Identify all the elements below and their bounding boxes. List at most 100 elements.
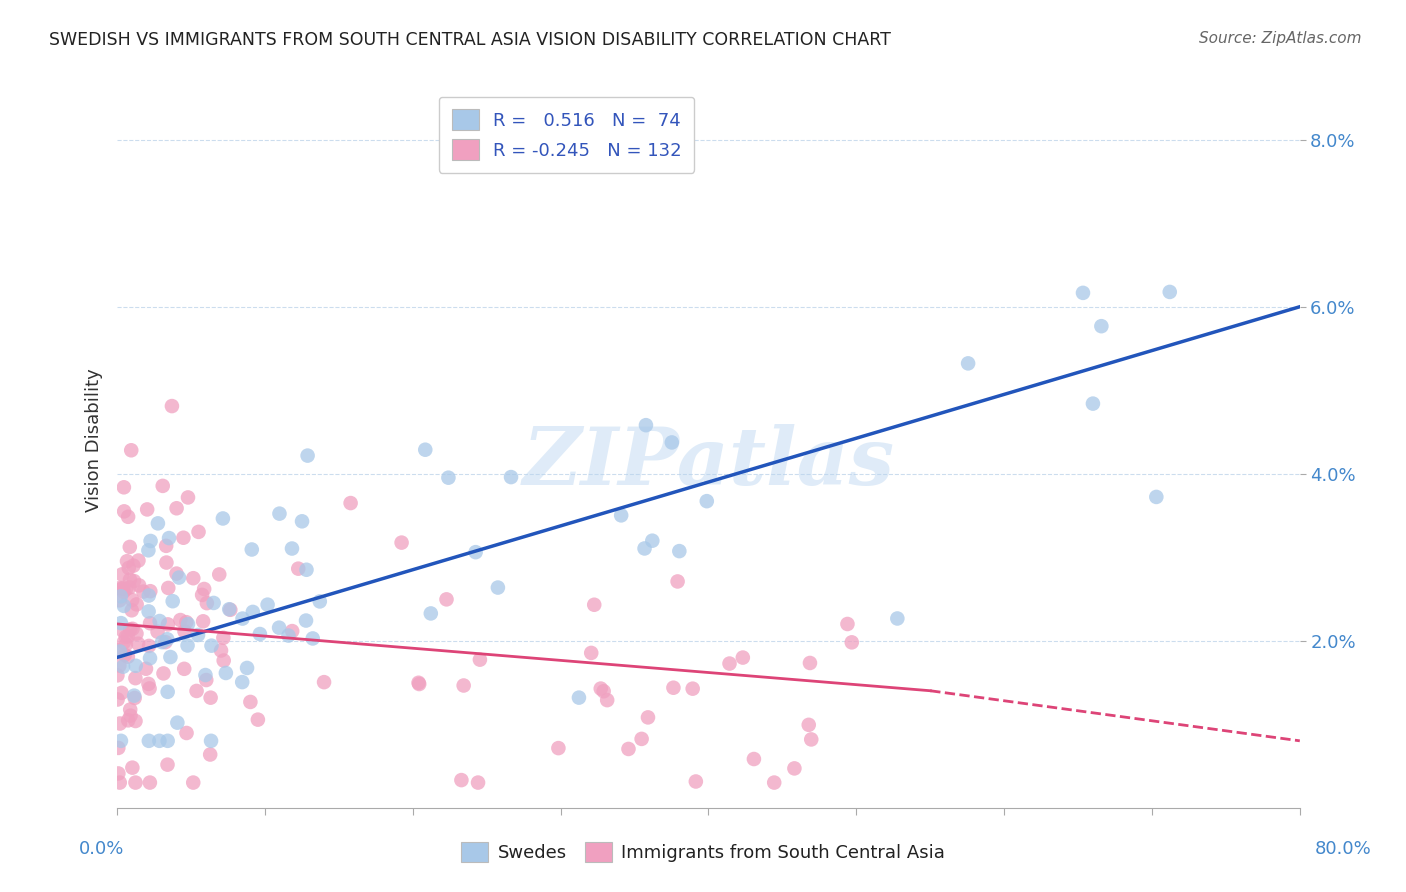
Point bbox=[122, 689, 145, 703]
Point bbox=[160, 399, 183, 413]
Point bbox=[195, 673, 218, 687]
Point bbox=[115, 554, 138, 568]
Point bbox=[121, 761, 143, 775]
Point bbox=[138, 681, 160, 696]
Point bbox=[249, 627, 271, 641]
Point bbox=[202, 596, 225, 610]
Point bbox=[212, 654, 235, 668]
Point bbox=[287, 562, 309, 576]
Point bbox=[453, 678, 475, 692]
Point bbox=[125, 658, 148, 673]
Point bbox=[297, 449, 319, 463]
Point bbox=[886, 611, 908, 625]
Point bbox=[112, 659, 135, 673]
Point bbox=[177, 617, 200, 632]
Point bbox=[301, 632, 323, 646]
Point bbox=[191, 615, 214, 629]
Point bbox=[125, 626, 148, 640]
Point bbox=[231, 611, 253, 625]
Point bbox=[240, 542, 263, 557]
Point bbox=[633, 541, 655, 556]
Point bbox=[107, 668, 129, 682]
Point bbox=[281, 541, 304, 556]
Point bbox=[630, 731, 652, 746]
Point bbox=[797, 718, 820, 732]
Point bbox=[150, 635, 173, 649]
Point bbox=[124, 714, 146, 728]
Point bbox=[173, 662, 195, 676]
Point bbox=[413, 442, 436, 457]
Point bbox=[800, 732, 823, 747]
Point bbox=[127, 637, 149, 651]
Point bbox=[231, 675, 253, 690]
Point bbox=[312, 675, 335, 690]
Point bbox=[1144, 490, 1167, 504]
Point bbox=[120, 708, 142, 723]
Point bbox=[108, 716, 131, 731]
Point bbox=[468, 653, 491, 667]
Point bbox=[200, 690, 222, 705]
Point bbox=[112, 624, 135, 638]
Point bbox=[200, 639, 222, 653]
Point bbox=[114, 630, 136, 644]
Point bbox=[157, 581, 180, 595]
Point bbox=[763, 775, 786, 789]
Point bbox=[122, 574, 145, 588]
Point bbox=[135, 662, 157, 676]
Point bbox=[181, 775, 204, 789]
Point bbox=[118, 581, 141, 595]
Point bbox=[246, 713, 269, 727]
Point bbox=[450, 773, 472, 788]
Point bbox=[122, 558, 145, 573]
Point bbox=[166, 715, 188, 730]
Point bbox=[111, 582, 134, 596]
Point bbox=[107, 643, 129, 657]
Point bbox=[269, 507, 291, 521]
Point bbox=[308, 594, 330, 608]
Point bbox=[156, 734, 179, 748]
Point bbox=[634, 418, 657, 433]
Text: 0.0%: 0.0% bbox=[79, 840, 124, 858]
Point bbox=[1159, 285, 1181, 299]
Point bbox=[166, 501, 188, 516]
Text: SWEDISH VS IMMIGRANTS FROM SOUTH CENTRAL ASIA VISION DISABILITY CORRELATION CHAR: SWEDISH VS IMMIGRANTS FROM SOUTH CENTRAL… bbox=[49, 31, 891, 49]
Point bbox=[117, 629, 139, 643]
Point bbox=[437, 471, 460, 485]
Point bbox=[108, 644, 131, 658]
Point bbox=[783, 761, 806, 775]
Point bbox=[121, 603, 143, 617]
Point bbox=[236, 661, 259, 675]
Point bbox=[583, 598, 606, 612]
Point bbox=[107, 740, 129, 755]
Point bbox=[112, 584, 135, 599]
Point bbox=[685, 774, 707, 789]
Point bbox=[200, 734, 222, 748]
Point bbox=[666, 574, 689, 589]
Point bbox=[637, 710, 659, 724]
Point bbox=[662, 681, 685, 695]
Point bbox=[112, 581, 135, 595]
Point bbox=[176, 639, 198, 653]
Point bbox=[295, 563, 318, 577]
Point bbox=[193, 582, 215, 596]
Point bbox=[186, 684, 208, 698]
Point bbox=[1090, 319, 1112, 334]
Point bbox=[157, 531, 180, 545]
Point bbox=[187, 628, 209, 642]
Point bbox=[124, 671, 146, 685]
Point bbox=[242, 605, 264, 619]
Point bbox=[212, 511, 235, 525]
Point bbox=[682, 681, 704, 696]
Point bbox=[589, 681, 612, 696]
Point bbox=[957, 356, 980, 370]
Point bbox=[391, 535, 413, 549]
Point bbox=[668, 544, 690, 558]
Point bbox=[742, 752, 765, 766]
Point bbox=[124, 690, 146, 705]
Point bbox=[146, 624, 169, 639]
Point bbox=[112, 480, 135, 494]
Point bbox=[596, 693, 619, 707]
Point bbox=[124, 775, 146, 789]
Point bbox=[215, 665, 238, 680]
Point bbox=[110, 616, 132, 631]
